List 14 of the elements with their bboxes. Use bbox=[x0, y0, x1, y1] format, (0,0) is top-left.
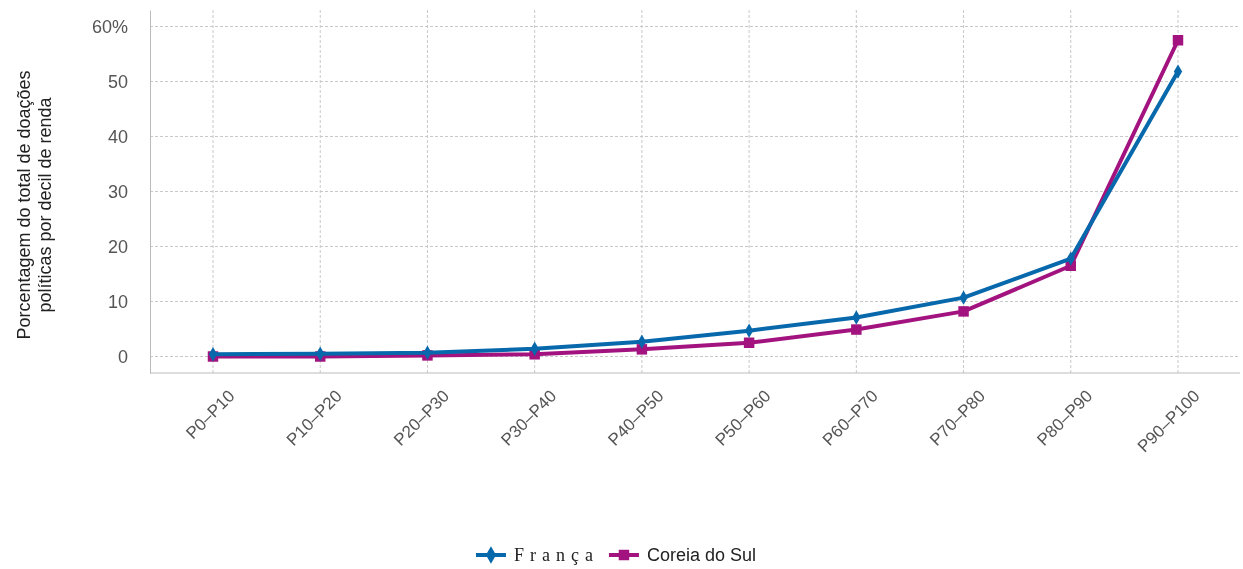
point bbox=[958, 306, 969, 317]
y-tick-label: 0 bbox=[117, 346, 128, 367]
point bbox=[1172, 35, 1184, 46]
point bbox=[851, 324, 862, 335]
y-tick-label: 60% bbox=[91, 16, 128, 37]
legend-label: Coreia do Sul bbox=[646, 545, 757, 565]
legend-label: França bbox=[513, 545, 599, 565]
point bbox=[743, 337, 755, 348]
y-tick-label: 40 bbox=[107, 126, 128, 147]
y-tick-label: 10 bbox=[107, 291, 128, 312]
y-axis-title: Porcentagem do total de doações políticas por decil de renda bbox=[14, 70, 55, 340]
y-tick-label: 30 bbox=[107, 181, 128, 202]
y-tick-label: 20 bbox=[107, 236, 128, 257]
y-tick-label: 50 bbox=[107, 71, 128, 92]
